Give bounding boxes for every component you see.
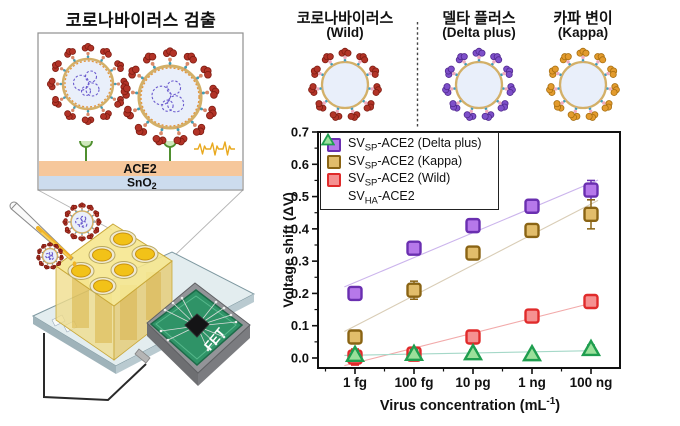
virus-delta-plus-illustration: [442, 47, 516, 121]
legend-marker-square-icon: [327, 172, 348, 187]
x-tick-label: 1 ng: [518, 375, 546, 390]
data-point: [347, 285, 363, 302]
data-point: [583, 206, 599, 223]
data-point: [524, 308, 540, 324]
data-point: [465, 217, 481, 234]
plate-well: [110, 261, 138, 279]
data-point: [403, 343, 425, 361]
well-plate: [55, 223, 173, 361]
plate-wells: [67, 230, 159, 295]
virus-kappa-illustration: [546, 47, 620, 121]
y-tick-label: 0.4: [291, 221, 310, 236]
data-point: [465, 329, 481, 345]
plate-well: [109, 230, 137, 248]
sensor-inset-box: ACE2 SnO2: [37, 32, 244, 192]
fet-chip: [184, 313, 210, 338]
legend-item: SVSP-ACE2 (Wild): [327, 171, 498, 189]
virus-name-kappa: 카파 변이: [553, 10, 613, 27]
plate-well: [88, 246, 116, 264]
data-point: [462, 342, 484, 361]
virus-wild-illustration: [308, 47, 382, 121]
virus-particle: [36, 242, 64, 270]
y-tick-label: 0.3: [291, 254, 309, 269]
y-tick-label: 0.0: [291, 350, 309, 365]
axis-ticks: [312, 131, 592, 374]
virus-name-delta: 델타 플러스: [442, 10, 516, 27]
y-tick-label: 0.6: [291, 157, 309, 172]
data-point: [465, 245, 481, 261]
trend-lines: [344, 179, 599, 367]
droplet-icon: [72, 261, 77, 267]
data-point: [524, 198, 540, 214]
ace2-label: ACE2: [123, 162, 156, 176]
x-tick-label: 100 ng: [570, 375, 613, 390]
series-0: [347, 179, 599, 302]
legend-item: SVSP-ACE2 (Delta plus): [327, 136, 498, 154]
virus-name-wild: 코로나바이러스: [296, 10, 394, 27]
wire: [43, 333, 147, 402]
y-tick-label: 0.5: [291, 189, 309, 204]
y-tick-label: 0.1: [291, 318, 309, 333]
sno2-label: SnO2: [127, 176, 157, 192]
signal-waveform-icon: [194, 141, 235, 156]
legend-item: SVSP-ACE2 (Kappa): [327, 153, 498, 172]
data-point: [344, 344, 366, 362]
legend-label: SVSP-ACE2 (Kappa): [348, 153, 463, 172]
legend-label: SVSP-ACE2 (Delta plus): [348, 136, 482, 154]
fet-package: FET: [134, 282, 251, 386]
x-tick-label: 100 fg: [394, 375, 433, 390]
data-point: [347, 329, 363, 345]
virus-variant-delta: (Delta plus): [442, 25, 516, 40]
series-3: [344, 338, 602, 362]
x-axis-title: Virus concentration (mL-1): [379, 396, 561, 414]
plate-well: [89, 277, 117, 295]
virus-variant-kappa: (Kappa): [557, 25, 609, 40]
coronavirus-illustration: [120, 47, 220, 146]
x-tick-label: 10 pg: [455, 375, 490, 390]
y-tick-label: 0.7: [291, 125, 309, 140]
ace2-receptor-icon: [79, 140, 177, 161]
plate-well: [67, 262, 95, 280]
data-point: [583, 182, 599, 198]
legend-label: SVHA-ACE2: [348, 188, 415, 207]
legend-marker-square-icon: [327, 155, 348, 170]
coronavirus-illustration: [46, 42, 130, 126]
legend-item: SVHA-ACE2: [321, 133, 498, 207]
chart-legend: SVSP-ACE2 (Delta plus) SVSP-ACE2 (Kappa) S…: [320, 132, 499, 210]
sno2-layer: [39, 176, 242, 190]
legend-label: SVSP-ACE2 (Wild): [348, 171, 451, 189]
left-panel-title: 코로나바이러스 검출: [65, 11, 217, 30]
y-axis-title: Voltage shift (ΔV): [280, 192, 296, 308]
y-tick-label: 0.2: [291, 286, 309, 301]
ace2-layer: [39, 161, 242, 176]
virus-particle: [62, 202, 102, 242]
plate-well: [131, 245, 159, 263]
x-tick-label: 1 fg: [343, 375, 367, 390]
series-1: [347, 199, 599, 345]
data-point: [406, 282, 422, 298]
data-point: [580, 338, 602, 357]
data-point: [583, 293, 599, 310]
data-point: [406, 240, 422, 256]
data-point: [521, 343, 543, 362]
data-point: [524, 222, 540, 239]
virus-variant-wild: (Wild): [326, 25, 364, 40]
voltage-shift-chart: 0.0 0.1 0.2 0.3 0.4 0.5 0.6 0.7 1 fg 100 fg 10 pg 1…: [280, 120, 680, 426]
